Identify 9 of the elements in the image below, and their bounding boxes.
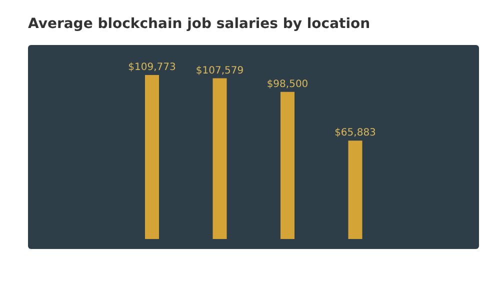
data-label: $65,883 [334,128,376,139]
data-label: $107,579 [196,65,244,76]
data-label: $98,500 [266,78,308,90]
bar [145,75,159,239]
bar [280,92,294,239]
bar [212,78,227,239]
data-label: $109,773 [128,62,176,73]
chart-title: Average blockchain job salaries by location [28,16,370,32]
bar [348,140,362,239]
